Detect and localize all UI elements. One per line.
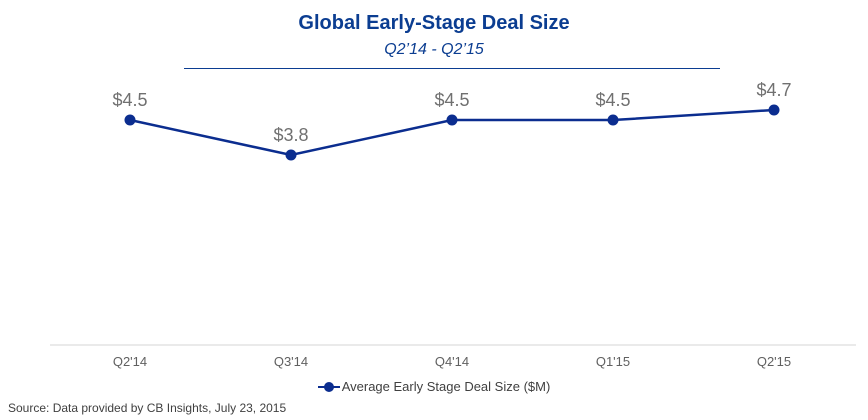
x-tick-label: Q3'14 <box>274 354 308 369</box>
title-underline <box>184 68 720 69</box>
x-tick-label: Q1'15 <box>596 354 630 369</box>
data-label: $4.7 <box>756 80 791 100</box>
data-point <box>768 104 780 116</box>
x-tick-label: Q4'14 <box>435 354 469 369</box>
data-point <box>124 114 136 126</box>
series-layer: $4.5 $3.8 $4.5 $4.5 $4.7 <box>112 80 792 161</box>
data-label: $4.5 <box>595 90 630 110</box>
source-note: Source: Data provided by CB Insights, Ju… <box>8 401 287 415</box>
data-point <box>446 114 458 126</box>
x-tick-labels: Q2'14 Q3'14 Q4'14 Q1'15 Q2'15 <box>113 354 791 369</box>
chart-title: Global Early-Stage Deal Size <box>298 12 570 34</box>
legend-label: Average Early Stage Deal Size ($M) <box>341 379 551 394</box>
chart-legend: Average Early Stage Deal Size ($M) <box>0 379 868 396</box>
data-label: $4.5 <box>434 90 469 110</box>
x-tick-label: Q2'14 <box>113 354 147 369</box>
chart-subtitle: Q2’14 - Q2’15 <box>384 41 484 58</box>
data-point <box>285 149 297 161</box>
data-label: $3.8 <box>273 125 308 145</box>
data-point <box>607 114 619 126</box>
data-label: $4.5 <box>112 90 147 110</box>
x-tick-label: Q2'15 <box>757 354 791 369</box>
legend-marker-icon <box>317 381 340 393</box>
